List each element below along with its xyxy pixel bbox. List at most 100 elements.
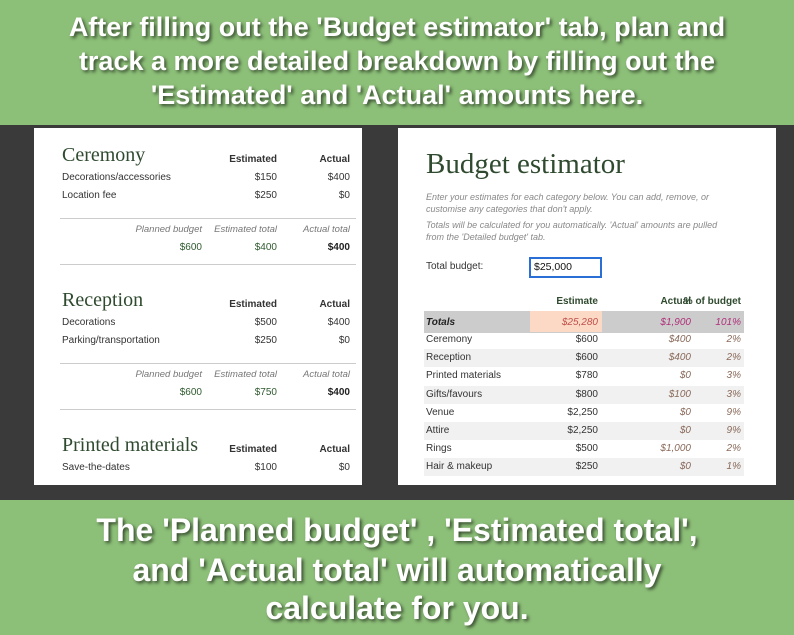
banner-text: 'Estimated' and 'Actual' amounts here. bbox=[150, 80, 644, 110]
divider bbox=[60, 409, 356, 410]
sheet-title: Budget estimator bbox=[426, 148, 625, 180]
bottom-banner bbox=[0, 500, 794, 635]
detailed-budget-sheet: Ceremony Estimated Actual Decorations/acces… bbox=[34, 128, 362, 485]
summary-label: Actual total bbox=[303, 369, 350, 380]
row-label: Hair & makeup bbox=[426, 461, 493, 473]
row-label: Attire bbox=[426, 425, 450, 436]
cell: 2% bbox=[726, 352, 741, 364]
cell: $1,000 bbox=[660, 443, 691, 455]
budget-estimator-sheet: Budget estimator Enter your estimates for… bbox=[398, 128, 776, 485]
row-label: Rings bbox=[426, 443, 452, 455]
row-label: Save-the-dates bbox=[62, 462, 130, 473]
cell: $400 bbox=[327, 172, 350, 183]
description: from the 'Detailed budget' tab. bbox=[426, 232, 546, 242]
section-title: Printed materials bbox=[62, 434, 199, 456]
section-title: Ceremony bbox=[62, 144, 146, 166]
cell: $500 bbox=[575, 443, 598, 455]
cell: $0 bbox=[338, 190, 350, 201]
summary-value: $400 bbox=[254, 242, 277, 253]
row-label: Ceremony bbox=[426, 334, 473, 345]
cell: $600 bbox=[575, 352, 598, 364]
description: Totals will be calculated for you automa… bbox=[426, 220, 718, 230]
column-header: Actual bbox=[319, 154, 350, 165]
top-banner bbox=[0, 0, 794, 125]
row-label: Decorations bbox=[62, 317, 116, 328]
row-label: Venue bbox=[426, 406, 455, 418]
banner-text: and 'Actual total' will automatically bbox=[132, 552, 662, 588]
cell: $0 bbox=[679, 461, 691, 473]
cell: $2,250 bbox=[567, 406, 598, 418]
cell: 3% bbox=[726, 370, 741, 382]
cell: $250 bbox=[254, 335, 277, 346]
cell: $500 bbox=[254, 317, 277, 328]
banner-text: After filling out the 'Budget estimator'… bbox=[68, 12, 726, 42]
cell: $0 bbox=[679, 370, 691, 382]
summary-label: Actual total bbox=[303, 224, 350, 235]
summary-value: $600 bbox=[179, 387, 202, 398]
row-label: Gifts/favours bbox=[426, 388, 483, 400]
column-header: Estimate bbox=[556, 296, 598, 307]
row-stripe bbox=[424, 422, 744, 440]
summary-value: $400 bbox=[327, 387, 350, 398]
column-header: Actual bbox=[319, 444, 350, 455]
row-stripe bbox=[424, 349, 744, 368]
total-input: $25,000 bbox=[529, 257, 602, 278]
cell: $100 bbox=[668, 388, 691, 400]
cell: $250 bbox=[575, 461, 598, 473]
cell: 1% bbox=[726, 461, 741, 473]
cell: $0 bbox=[338, 335, 350, 346]
cell: $0 bbox=[679, 406, 691, 418]
description: customise any categories that don't appl… bbox=[426, 204, 593, 214]
section-title: Reception bbox=[62, 289, 144, 311]
cell: $400 bbox=[327, 317, 350, 328]
cell: $2,250 bbox=[567, 425, 598, 436]
divider bbox=[60, 363, 356, 364]
column-header: Estimated bbox=[229, 444, 277, 455]
cell: $780 bbox=[575, 370, 598, 382]
column-header: Estimated bbox=[229, 154, 277, 165]
banner-text: track a more detailed breakdown by filli… bbox=[78, 46, 716, 76]
cell: 9% bbox=[726, 425, 741, 436]
summary-value: $600 bbox=[179, 242, 202, 253]
column-header: Actual bbox=[319, 299, 350, 310]
cell: $400 bbox=[668, 352, 691, 364]
cell: $250 bbox=[254, 190, 277, 201]
row-label: Parking/transportation bbox=[62, 335, 160, 346]
cell: $800 bbox=[575, 388, 598, 400]
cell: $0 bbox=[338, 462, 350, 473]
cell: $0 bbox=[679, 425, 691, 436]
cell: $100 bbox=[254, 462, 277, 473]
description: Enter your estimates for each category b… bbox=[426, 192, 709, 202]
row-label: Printed materials bbox=[426, 370, 502, 382]
row-label: Location fee bbox=[62, 190, 117, 201]
summary-label: Estimated total bbox=[214, 369, 277, 380]
summary-label: Estimated total bbox=[214, 224, 277, 235]
total-label: Total budget: bbox=[426, 261, 484, 272]
cell: 2% bbox=[726, 334, 741, 345]
row-label: Decorations/accessories bbox=[62, 172, 171, 183]
totals-cell: $25,280 bbox=[561, 317, 598, 328]
banner-text: calculate for you. bbox=[265, 590, 529, 626]
totals-label: Totals bbox=[426, 317, 456, 328]
cell: $600 bbox=[575, 334, 598, 345]
column-header: Estimated bbox=[229, 299, 277, 310]
cell: $400 bbox=[668, 334, 691, 345]
totals-cell: 101% bbox=[715, 317, 741, 328]
row-stripe bbox=[424, 458, 744, 477]
divider bbox=[60, 218, 356, 219]
summary-value: $400 bbox=[327, 242, 350, 253]
cell: $150 bbox=[254, 172, 277, 183]
row-stripe bbox=[424, 385, 744, 404]
totals-cell: $1,900 bbox=[660, 317, 691, 328]
cell: 3% bbox=[726, 388, 741, 400]
highlight bbox=[530, 311, 602, 332]
row-label: Reception bbox=[426, 352, 472, 364]
summary-label: Planned budget bbox=[135, 369, 202, 380]
banner-text: The 'Planned budget' , 'Estimated total'… bbox=[96, 512, 698, 548]
summary-label: Planned budget bbox=[135, 224, 202, 235]
cell: 9% bbox=[726, 406, 741, 418]
cell: 2% bbox=[726, 443, 741, 455]
summary-value: $750 bbox=[254, 387, 277, 398]
column-header: % of budget bbox=[683, 296, 741, 307]
